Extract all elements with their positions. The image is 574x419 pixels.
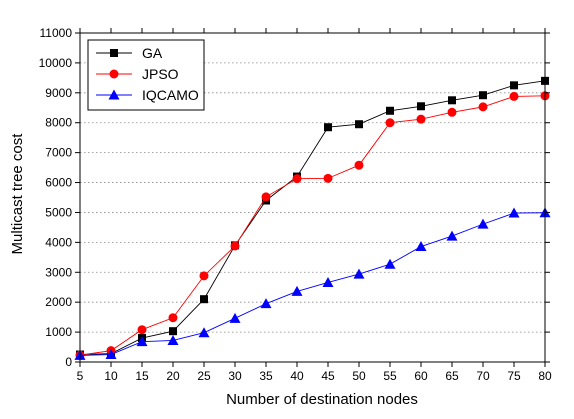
data-point-jpso: [385, 118, 395, 128]
y-tick-label: 6000: [45, 176, 72, 190]
data-point-jpso: [447, 107, 457, 117]
series-line-ga: [79, 80, 546, 355]
data-point-iqcamo: [446, 230, 458, 241]
data-point-jpso: [478, 102, 488, 112]
y-tick-label: 9000: [45, 86, 72, 100]
data-point-jpso: [137, 325, 147, 335]
x-tick-label: 25: [197, 369, 211, 383]
x-tick-label: 30: [228, 369, 242, 383]
data-point-ga: [200, 295, 208, 304]
y-tick-label: 10000: [39, 56, 73, 70]
y-tick-label: 3000: [45, 265, 72, 279]
x-tick-label: 15: [135, 369, 149, 383]
y-tick-label: 2000: [45, 295, 72, 309]
data-point-ga: [324, 123, 332, 132]
legend-label-ga: GA: [142, 45, 163, 61]
data-point-iqcamo: [198, 327, 210, 338]
series-line-iqcamo: [79, 212, 546, 356]
data-point-iqcamo: [136, 336, 148, 347]
data-point-iqcamo: [353, 268, 365, 279]
legend-label-jpso: JPSO: [142, 66, 179, 82]
legend-marker-ga: [110, 49, 118, 57]
x-axis-label: Number of destination nodes: [226, 391, 418, 408]
plot-frame: [79, 32, 546, 363]
legend: GA JPSO IQCAMO: [87, 39, 205, 111]
data-point-iqcamo: [508, 207, 520, 218]
data-point-iqcamo: [291, 285, 303, 296]
y-tick-label: 4000: [45, 235, 72, 249]
data-point-iqcamo: [415, 241, 427, 252]
x-tick-label: 65: [445, 369, 459, 383]
legend-item-jpso: JPSO: [96, 66, 179, 82]
data-point-ga: [169, 327, 177, 336]
legend-label-iqcamo: IQCAMO: [142, 87, 199, 103]
x-tick-label: 20: [166, 369, 180, 383]
data-point-jpso: [199, 271, 209, 281]
x-tick-label: 70: [476, 369, 490, 383]
data-point-ga: [386, 106, 394, 115]
x-tick-label: 75: [507, 369, 521, 383]
data-point-jpso: [230, 241, 240, 251]
legend-marker-jpso: [109, 69, 119, 79]
data-point-jpso: [323, 173, 333, 183]
y-axis-label: Multicast tree cost: [9, 133, 26, 255]
y-tick-label: 8000: [45, 116, 72, 130]
data-point-iqcamo: [260, 298, 272, 309]
data-point-ga: [448, 96, 456, 105]
series-jpso: [75, 91, 550, 360]
series-line-jpso: [79, 95, 546, 356]
x-tick-label: 40: [290, 369, 304, 383]
data-point-iqcamo: [477, 218, 489, 229]
x-tick-label: 55: [383, 369, 397, 383]
y-tick-label: 0: [65, 355, 72, 369]
data-point-iqcamo: [229, 312, 241, 323]
y-tick-label: 11000: [40, 26, 73, 40]
data-point-jpso: [168, 313, 178, 323]
axes: 0 1000 2000 3000 4000 5000 6000 7000 8000 9000 100…: [39, 26, 552, 383]
legend-item-iqcamo: IQCAMO: [96, 87, 199, 103]
series-iqcamo: [74, 207, 551, 360]
series-group: [74, 76, 551, 360]
data-point-ga: [479, 91, 487, 100]
data-point-jpso: [416, 114, 426, 124]
data-point-iqcamo: [167, 334, 179, 345]
x-tick-label: 5: [77, 369, 84, 383]
data-point-ga: [417, 102, 425, 111]
data-point-iqcamo: [384, 258, 396, 269]
legend-box: [87, 39, 205, 111]
data-point-jpso: [354, 160, 364, 170]
data-point-ga: [510, 81, 518, 90]
data-point-jpso: [509, 91, 519, 101]
y-tick-label: 5000: [45, 205, 72, 219]
x-tick-label: 35: [259, 369, 273, 383]
x-tick-label: 60: [414, 369, 428, 383]
x-tick-label: 10: [104, 369, 118, 383]
x-tick-label: 80: [538, 369, 552, 383]
x-tick-label: 50: [352, 369, 366, 383]
data-point-iqcamo: [322, 276, 334, 287]
legend-marker-iqcamo: [108, 89, 120, 100]
y-tick-label: 1000: [45, 325, 72, 339]
data-point-iqcamo: [105, 349, 117, 360]
data-point-jpso: [292, 174, 302, 184]
data-point-ga: [355, 120, 363, 129]
data-point-jpso: [261, 192, 271, 202]
x-tick-label: 45: [321, 369, 335, 383]
y-tick-label: 7000: [45, 146, 72, 160]
legend-item-ga: GA: [96, 45, 163, 61]
